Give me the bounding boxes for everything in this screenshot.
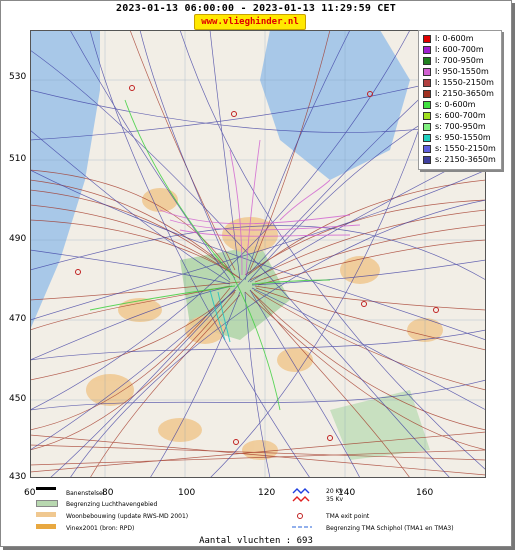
vinex-label: Vinex2001 (bron: RPD) — [66, 525, 135, 532]
x-tick-label: 140 — [338, 488, 356, 498]
legend-item: l: 0-600m — [423, 34, 474, 44]
y-tick-label: 470 — [9, 314, 27, 324]
map-key: Banenstelsel Begrenzing Luchthavengebied… — [30, 482, 490, 534]
x-tick-label: 160 — [416, 488, 434, 498]
low-start-tracks — [89, 99, 331, 411]
climb-tracks — [209, 289, 231, 343]
vinex-swatch — [36, 524, 56, 529]
legend-item: l: 1550-2150m — [423, 78, 494, 88]
legend-item: s: 2150-3650m — [423, 155, 496, 165]
tma-exit-label: TMA exit point — [326, 513, 370, 520]
tma-boundary-icon — [292, 526, 312, 528]
kv-lines-icon — [292, 488, 310, 502]
flight-track-map — [30, 30, 486, 478]
legend-item: s: 700-950m — [423, 122, 486, 132]
x-tick-label: 100 — [178, 488, 196, 498]
x-tick-label: 80 — [102, 488, 114, 498]
y-tick-label: 490 — [9, 234, 27, 244]
housing-label: Woonbebouwing (update RWS-MD 2001) — [66, 513, 189, 520]
runway-swatch — [36, 487, 56, 490]
altitude-legend: l: 0-600m l: 600-700m l: 700-950m l: 950… — [418, 30, 502, 170]
flight-count: Aantal vluchten : 693 — [199, 536, 313, 546]
legend-item: s: 0-600m — [423, 100, 475, 110]
legend-item: l: 950-1550m — [423, 67, 489, 77]
airport-boundary-swatch — [36, 500, 58, 507]
tma-exit-icon — [297, 513, 303, 519]
y-tick-label: 510 — [9, 154, 27, 164]
housing-swatch — [36, 512, 56, 517]
site-url-badge[interactable]: www.vlieghinder.nl — [194, 14, 306, 30]
legend-item: l: 600-700m — [423, 45, 484, 55]
page-title: 2023-01-13 06:00:00 - 2023-01-13 11:29:5… — [116, 3, 396, 14]
legend-item: s: 950-1550m — [423, 133, 491, 143]
x-tick-label: 120 — [258, 488, 276, 498]
legend-item: l: 700-950m — [423, 56, 484, 66]
y-tick-label: 450 — [9, 394, 27, 404]
kv35-label: 35 Kv — [326, 496, 344, 503]
mid-altitude-tracks — [159, 139, 361, 276]
tma-boundary-label: Begrenzing TMA Schiphol (TMA1 en TMA3) — [326, 525, 454, 532]
x-tick-label: 60 — [24, 488, 36, 498]
legend-item: s: 1550-2150m — [423, 144, 496, 154]
kv20-label: 20 Kv — [326, 488, 344, 495]
landing-tracks — [30, 30, 486, 478]
legend-item: s: 600-700m — [423, 111, 486, 121]
y-tick-label: 530 — [9, 72, 27, 82]
runway-label: Banenstelsel — [66, 490, 105, 497]
y-tick-label: 430 — [9, 472, 27, 482]
legend-item: l: 2150-3650m — [423, 89, 494, 99]
airport-boundary-label: Begrenzing Luchthavengebied — [66, 501, 158, 508]
tma-exit-points — [75, 85, 439, 445]
